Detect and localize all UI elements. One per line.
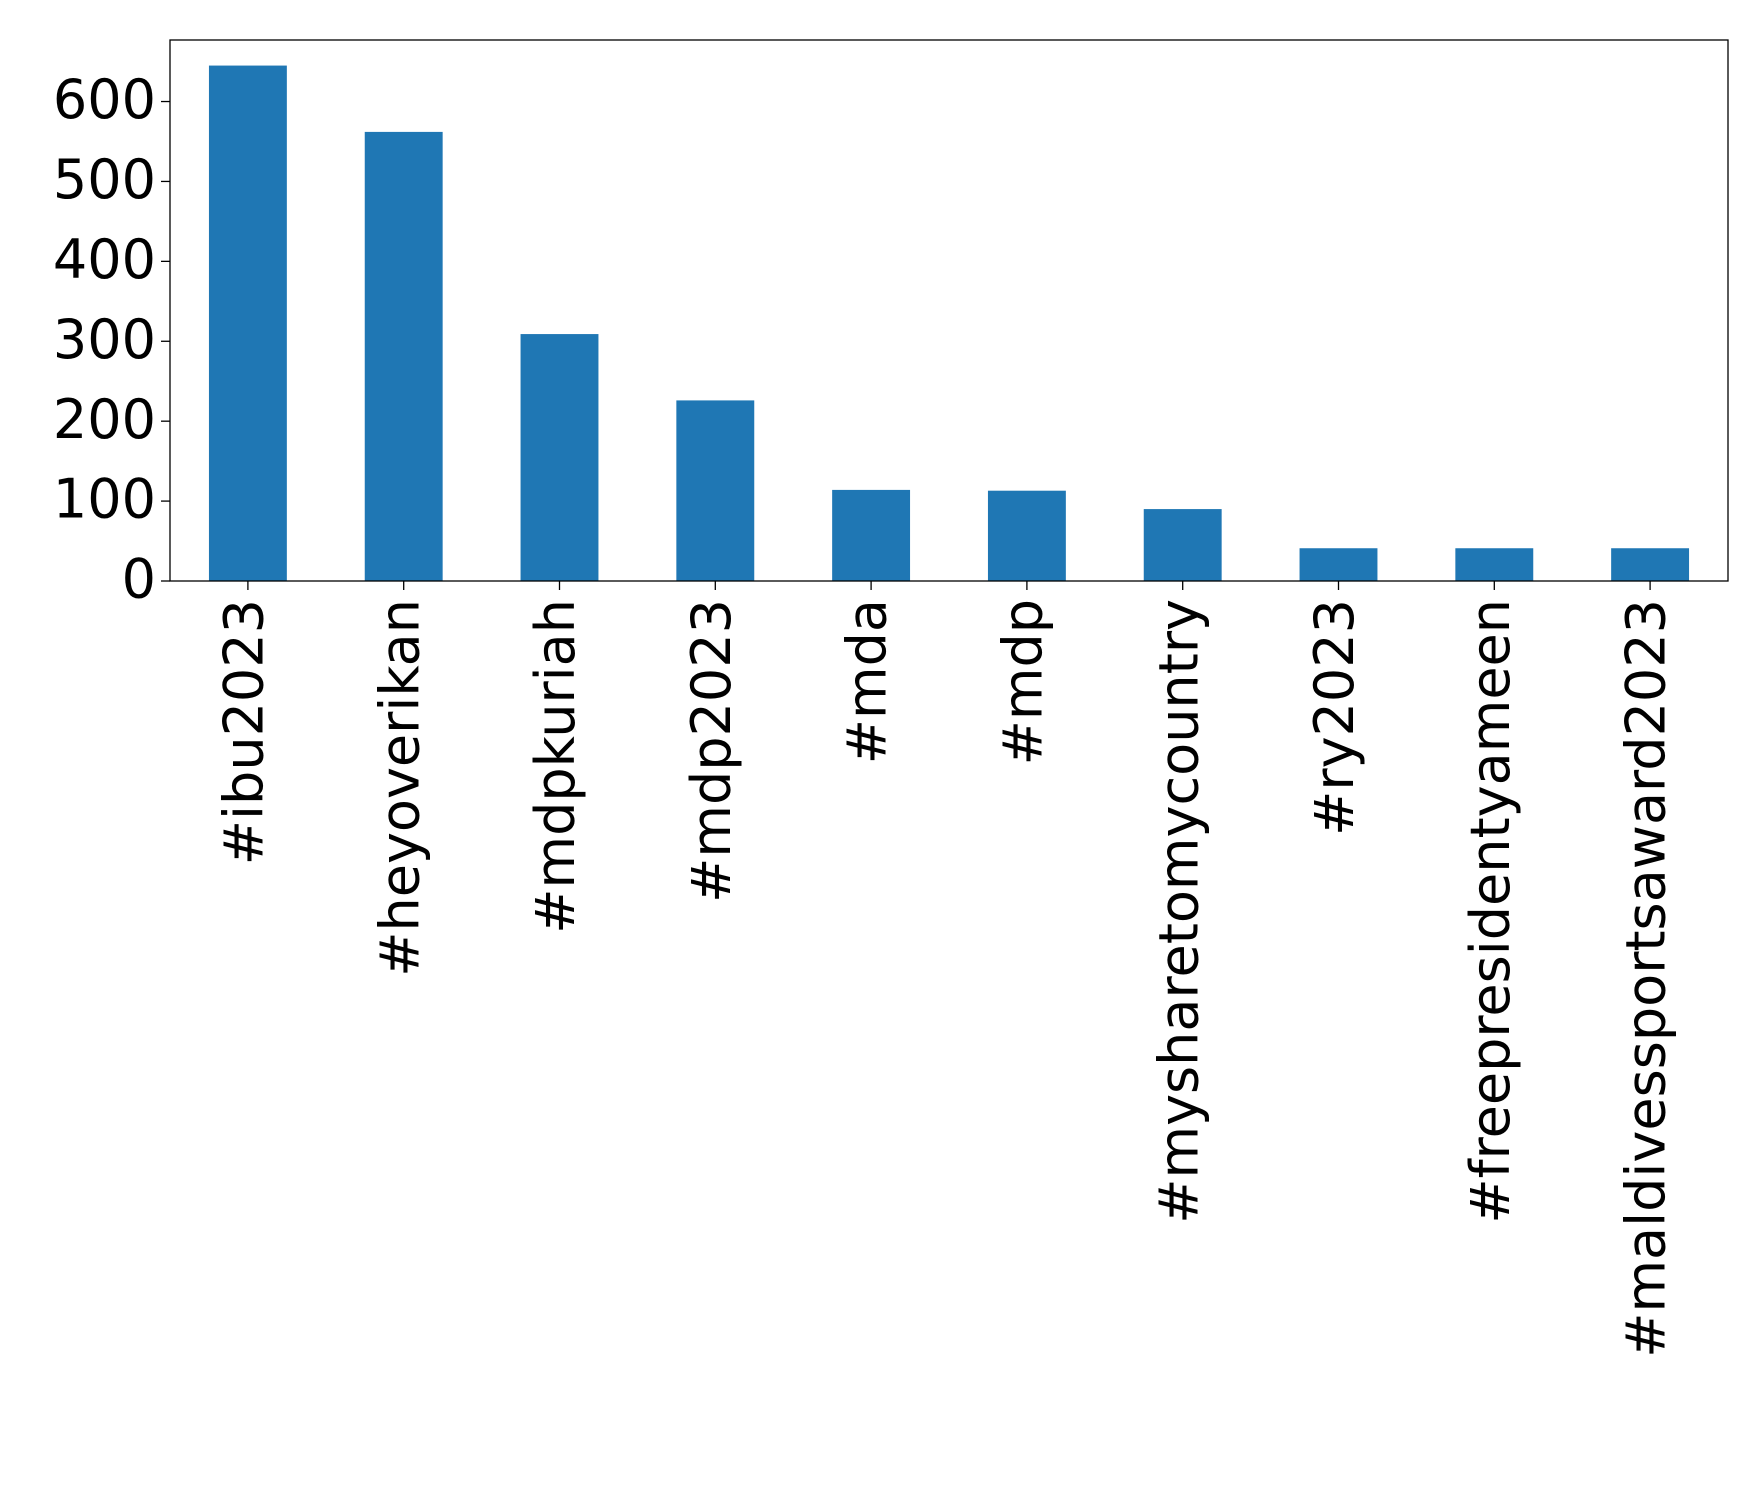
x-tick-label: #heyoverikan — [368, 599, 431, 977]
y-tick-label: 400 — [53, 228, 156, 291]
y-tick-label: 200 — [53, 388, 156, 451]
x-tick-label: #ry2023 — [1303, 599, 1366, 836]
y-tick-label: 600 — [53, 68, 156, 131]
bar — [1143, 509, 1222, 581]
x-tick-label: #maldivessportsaward2023 — [1615, 599, 1678, 1358]
y-tick-label: 0 — [122, 548, 156, 611]
bar — [364, 131, 443, 582]
y-tick-label: 500 — [53, 148, 156, 211]
bar — [676, 400, 755, 581]
x-tick-label: #mysharetomycountry — [1147, 599, 1210, 1224]
plot-frame — [169, 39, 1729, 582]
x-tick-label: #ibu2023 — [213, 599, 276, 865]
x-tick-label: #mdp2023 — [680, 599, 743, 903]
bar — [832, 489, 911, 581]
bar — [987, 490, 1066, 581]
bar — [1455, 548, 1534, 581]
bar — [1611, 548, 1690, 581]
x-tick-label: #mdpkuriah — [524, 599, 587, 934]
x-tick-label: #freepresidentyameen — [1459, 599, 1522, 1224]
y-tick-label: 300 — [53, 308, 156, 371]
bar — [208, 65, 287, 581]
x-tick-label: #mda — [836, 599, 899, 764]
bar — [1299, 548, 1378, 581]
x-tick-label: #mdp — [992, 599, 1055, 765]
y-tick-label: 100 — [53, 468, 156, 531]
bar — [520, 334, 599, 581]
